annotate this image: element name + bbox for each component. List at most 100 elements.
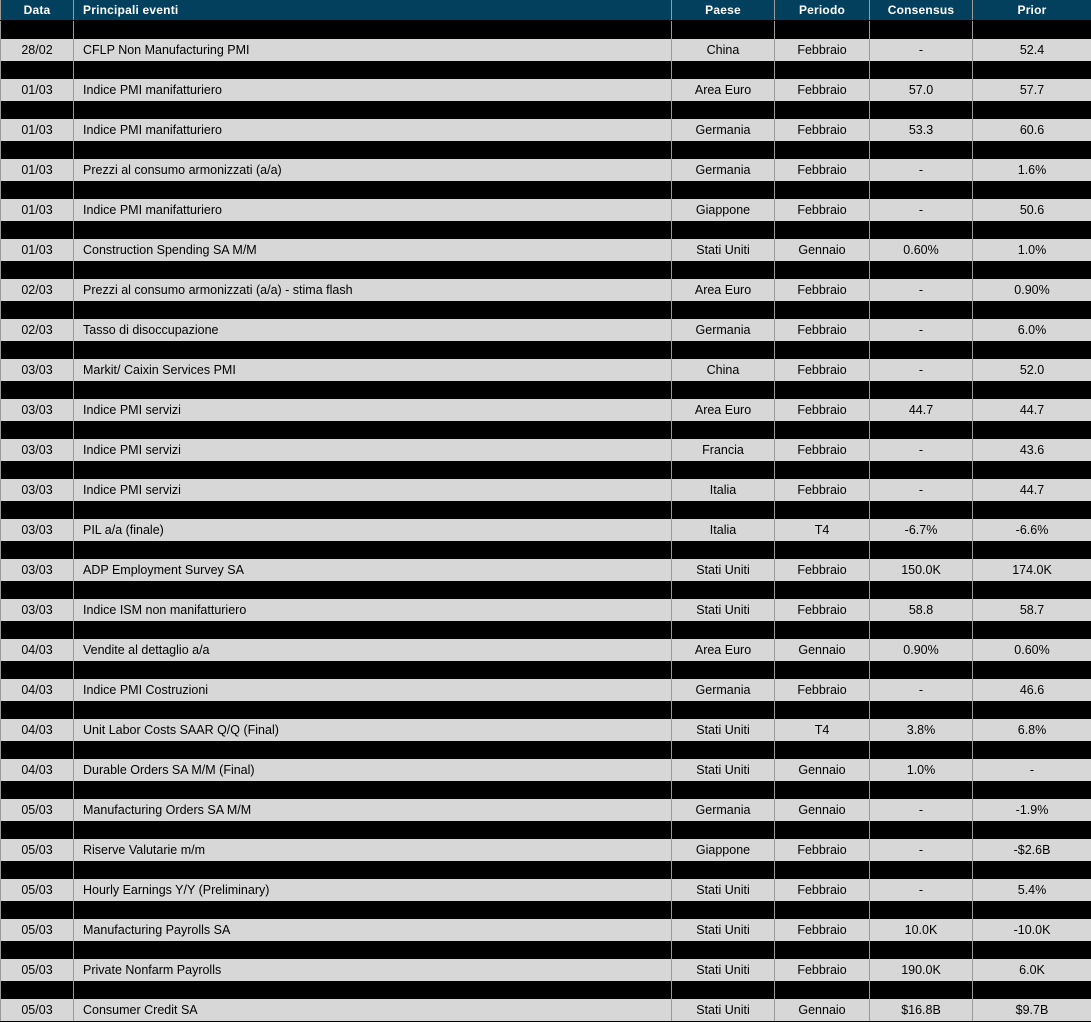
row-separator-cell (972, 861, 1091, 879)
table-row[interactable]: 05/03 Hourly Earnings Y/Y (Preliminary) St… (0, 879, 1091, 901)
column-header-eventi[interactable]: Principali eventi (73, 0, 672, 21)
cell-data: 02/03 (0, 319, 74, 341)
cell-prior: 6.0% (972, 319, 1091, 341)
cell-prior: 46.6 (972, 679, 1091, 701)
cell-evento: Vendite al dettaglio a/a (73, 639, 672, 661)
table-row[interactable]: 03/03 Indice PMI servizi Area Euro Febbraio… (0, 399, 1091, 421)
cell-consensus: 53.3 (869, 119, 973, 141)
row-separator-cell (972, 941, 1091, 959)
cell-evento: PIL a/a (finale) (73, 519, 672, 541)
table-row[interactable]: 04/03 Unit Labor Costs SAAR Q/Q (Final) St… (0, 719, 1091, 741)
row-separator-cell (0, 101, 74, 119)
table-row[interactable]: 01/03 Indice PMI manifatturiero Giappone Fe… (0, 199, 1091, 221)
row-separator (0, 301, 1091, 319)
table-row[interactable]: 04/03 Vendite al dettaglio a/a Area Euro Ge… (0, 639, 1091, 661)
row-separator-cell (0, 381, 74, 399)
cell-paese: Area Euro (671, 279, 775, 301)
cell-consensus: - (869, 279, 973, 301)
cell-paese: Giappone (671, 839, 775, 861)
table-row[interactable]: 28/02 CFLP Non Manufacturing PMI China Febb… (0, 39, 1091, 61)
row-separator (0, 421, 1091, 439)
row-separator (0, 621, 1091, 639)
cell-evento: Indice PMI servizi (73, 439, 672, 461)
row-separator-cell (972, 461, 1091, 479)
table-row[interactable]: 05/03 Manufacturing Orders SA M/M Germania… (0, 799, 1091, 821)
cell-prior: 6.0K (972, 959, 1091, 981)
table-row[interactable]: 03/03 Indice PMI servizi Francia Febbraio -4… (0, 439, 1091, 461)
cell-consensus: - (869, 879, 973, 901)
row-separator-cell (73, 941, 672, 959)
table-row[interactable]: 05/03 Manufacturing Payrolls SA Stati Unit… (0, 919, 1091, 941)
row-separator-cell (671, 181, 775, 199)
table-row[interactable]: 02/03 Tasso di disoccupazione Germania Febb… (0, 319, 1091, 341)
table-row[interactable]: 03/03 Markit/ Caixin Services PMI China Feb… (0, 359, 1091, 381)
table-row[interactable]: 03/03 ADP Employment Survey SA Stati Uniti… (0, 559, 1091, 581)
row-separator-cell (73, 141, 672, 159)
row-separator-cell (0, 981, 74, 999)
row-separator-cell (972, 421, 1091, 439)
cell-paese: Germania (671, 679, 775, 701)
row-separator-cell (73, 861, 672, 879)
cell-evento: Indice PMI manifatturiero (73, 199, 672, 221)
cell-consensus: 0.90% (869, 639, 973, 661)
cell-data: 04/03 (0, 719, 74, 741)
table-row[interactable]: 01/03 Indice PMI manifatturiero Germania Fe… (0, 119, 1091, 141)
row-separator (0, 101, 1091, 119)
table-row[interactable]: 01/03 Prezzi al consumo armonizzati (a/a)… (0, 159, 1091, 181)
row-separator-cell (671, 341, 775, 359)
table-row[interactable]: 05/03 Consumer Credit SA Stati Uniti Gennai… (0, 999, 1091, 1021)
row-separator-cell (671, 781, 775, 799)
row-separator-cell (774, 821, 870, 839)
row-separator-cell (73, 221, 672, 239)
cell-prior: 52.0 (972, 359, 1091, 381)
row-separator-cell (972, 501, 1091, 519)
table-row[interactable]: 01/03 Indice PMI manifatturiero Area Euro F… (0, 79, 1091, 101)
column-header-paese[interactable]: Paese (671, 0, 775, 21)
row-separator-cell (0, 781, 74, 799)
row-separator-cell (869, 341, 973, 359)
table-row[interactable]: 05/03 Private Nonfarm Payrolls Stati Uniti… (0, 959, 1091, 981)
row-separator-cell (73, 61, 672, 79)
table-row[interactable]: 03/03 Indice ISM non manifatturiero Stati … (0, 599, 1091, 621)
row-separator-cell (972, 261, 1091, 279)
cell-data: 04/03 (0, 759, 74, 781)
cell-evento: Markit/ Caixin Services PMI (73, 359, 672, 381)
cell-consensus: - (869, 679, 973, 701)
column-header-consensus[interactable]: Consensus (869, 0, 973, 21)
row-separator-cell (869, 581, 973, 599)
row-separator-cell (73, 461, 672, 479)
cell-evento: Indice ISM non manifatturiero (73, 599, 672, 621)
column-header-data[interactable]: Data (0, 0, 74, 21)
cell-prior: 60.6 (972, 119, 1091, 141)
row-separator-cell (73, 301, 672, 319)
row-separator-cell (774, 381, 870, 399)
row-separator-cell (671, 141, 775, 159)
table-row[interactable]: 03/03 PIL a/a (finale) Italia T4 -6.7% -6.6% (0, 519, 1091, 541)
cell-periodo: T4 (774, 719, 870, 741)
table-row[interactable]: 02/03 Prezzi al consumo armonizzati (a/a)… (0, 279, 1091, 301)
column-header-prior[interactable]: Prior (972, 0, 1091, 21)
table-header: Data Principali eventi Paese Periodo Con… (0, 0, 1091, 21)
cell-prior: 44.7 (972, 479, 1091, 501)
row-separator-cell (774, 621, 870, 639)
row-separator-cell (972, 821, 1091, 839)
table-row[interactable]: 05/03 Riserve Valutarie m/m Giappone Febbra… (0, 839, 1091, 861)
cell-periodo: Febbraio (774, 399, 870, 421)
row-separator-cell (0, 421, 74, 439)
row-separator-cell (869, 421, 973, 439)
table-row[interactable]: 04/03 Durable Orders SA M/M (Final) Stati … (0, 759, 1091, 781)
row-separator-cell (972, 101, 1091, 119)
cell-data: 03/03 (0, 599, 74, 621)
row-separator-cell (0, 20, 74, 39)
cell-data: 03/03 (0, 559, 74, 581)
column-header-periodo[interactable]: Periodo (774, 0, 870, 21)
table-row[interactable]: 04/03 Indice PMI Costruzioni Germania Febbr… (0, 679, 1091, 701)
cell-paese: Stati Uniti (671, 999, 775, 1021)
row-separator (0, 821, 1091, 839)
row-separator-cell (73, 821, 672, 839)
table-row[interactable]: 03/03 Indice PMI servizi Italia Febbraio -44… (0, 479, 1091, 501)
row-separator (0, 941, 1091, 959)
row-separator-cell (774, 981, 870, 999)
table-row[interactable]: 01/03 Construction Spending SA M/M Stati U… (0, 239, 1091, 261)
row-separator-cell (869, 861, 973, 879)
